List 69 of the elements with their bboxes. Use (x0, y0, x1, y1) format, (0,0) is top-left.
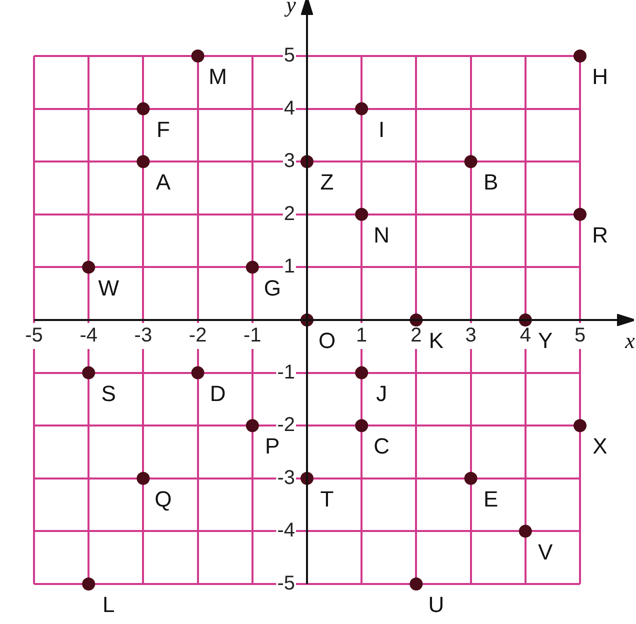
annotation: C (374, 434, 390, 459)
point (574, 50, 586, 62)
annotation: D (210, 380, 226, 406)
annotation: J (376, 380, 388, 406)
y-tick-label: -5 (277, 572, 295, 595)
y-tick-label: 1 (284, 256, 295, 278)
annotation: F (156, 116, 170, 142)
x-tick-label: -4 (80, 324, 98, 347)
point (246, 260, 259, 274)
x-tick-label: 2 (410, 324, 422, 347)
annotation: M (208, 64, 227, 90)
annotation: P (265, 434, 280, 459)
point (355, 208, 368, 221)
annotation: U (428, 592, 444, 618)
annotation: Q (154, 486, 172, 512)
annotation: O (318, 328, 336, 354)
annotation: L (102, 592, 115, 618)
annotation: V (538, 539, 554, 564)
point (410, 578, 423, 590)
point (574, 208, 586, 221)
annotation: Z (320, 170, 334, 195)
y-axis-title: y (284, 0, 296, 17)
point (464, 155, 478, 168)
point (82, 578, 96, 590)
point (518, 524, 532, 538)
y-tick-label: 3 (284, 150, 295, 172)
annotation: I (378, 116, 385, 142)
point (191, 366, 204, 380)
x-tick-label: 4 (520, 324, 531, 347)
point (136, 472, 150, 485)
annotation: Y (538, 328, 554, 354)
x-tick-label: -3 (134, 324, 152, 347)
annotation: X (592, 434, 608, 459)
point (574, 419, 586, 432)
point (136, 102, 150, 116)
y-tick-label: -2 (277, 414, 295, 436)
x-axis-title: x (624, 328, 636, 353)
x-tick-label: 1 (356, 324, 368, 347)
annotation: K (428, 328, 444, 354)
x-tick-label: 5 (574, 324, 586, 347)
annotation: T (320, 486, 334, 512)
y-tick-label: -1 (277, 361, 295, 384)
x-tick-label: -1 (244, 324, 262, 347)
annotation: R (592, 222, 608, 248)
point (355, 102, 368, 116)
x-tick-label: 3 (465, 324, 476, 347)
annotation: N (374, 222, 390, 248)
annotation: B (483, 170, 498, 195)
annotation: G (264, 275, 281, 300)
y-tick-label: 2 (284, 202, 295, 225)
point (355, 366, 368, 380)
point (82, 260, 96, 274)
point (246, 419, 259, 432)
point (191, 50, 204, 62)
annotation: W (98, 275, 120, 300)
x-tick-label: -2 (188, 324, 207, 347)
annotation: E (483, 486, 498, 512)
point (464, 472, 478, 485)
x-tick-label: -5 (25, 324, 43, 347)
annotation: A (156, 170, 171, 195)
y-tick-label: -3 (277, 466, 295, 489)
point (355, 419, 368, 432)
y-tick-label: -4 (277, 520, 295, 542)
point (136, 155, 150, 168)
point (82, 366, 96, 380)
y-tick-label: 5 (284, 44, 295, 67)
y-tick-label: 4 (284, 97, 295, 120)
annotation: H (592, 64, 608, 90)
annotation: S (101, 380, 116, 406)
